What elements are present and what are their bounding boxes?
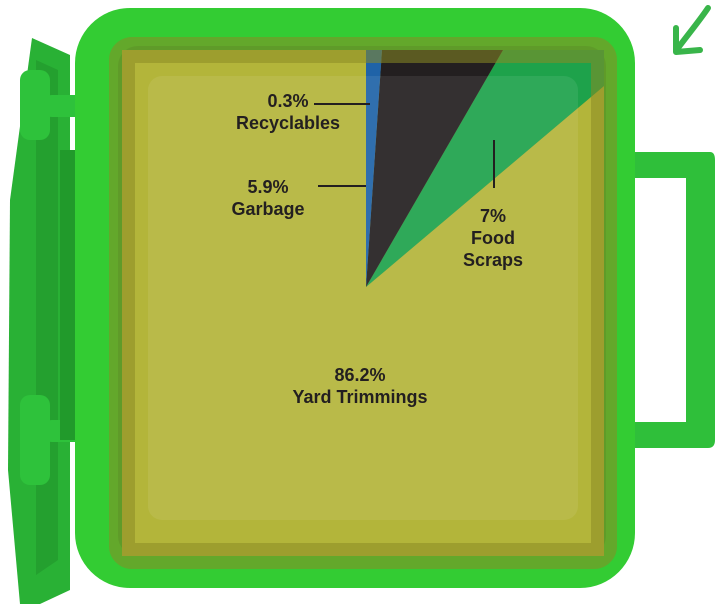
slice-recyclables <box>366 50 382 287</box>
food-name-line2: Scraps <box>462 250 524 270</box>
garbage-name: Garbage <box>231 199 305 219</box>
chart-panel-inner <box>148 76 578 520</box>
recyclables-name: Recyclables <box>235 113 341 133</box>
label-garbage: 5.9% Garbage <box>218 176 318 220</box>
yard-value: 86.2% <box>334 365 386 385</box>
recyclables-value: 0.3% <box>267 91 309 111</box>
slice-garbage <box>366 50 503 287</box>
garbage-value: 5.9% <box>247 177 289 197</box>
chart-panel-outer-tint <box>109 37 617 569</box>
yard-name: Yard Trimmings <box>292 387 428 407</box>
slice-yard-trimmings <box>122 50 604 556</box>
label-food-scraps: 7% Food Scraps <box>438 205 548 271</box>
food-value: 7% <box>479 206 506 226</box>
pointer-arrow-icon <box>673 5 711 55</box>
label-yard-trimmings: 86.2% Yard Trimmings <box>230 364 490 408</box>
slice-food-scraps <box>366 50 604 287</box>
leader-lines <box>314 103 495 188</box>
pie-chart <box>122 50 604 556</box>
label-recyclables: 0.3% Recyclables <box>218 90 358 134</box>
bin-right-handle <box>612 152 715 448</box>
food-name-line1: Food <box>471 228 515 248</box>
